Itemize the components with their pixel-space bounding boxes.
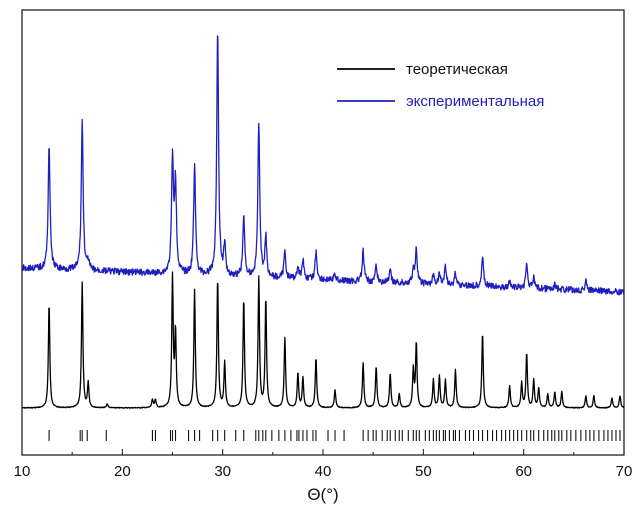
series-line-theoretical	[21, 271, 625, 409]
x-tick-label: 70	[616, 463, 633, 480]
reference-ticks	[48, 430, 621, 441]
x-tick-label: 60	[515, 463, 532, 480]
x-tick-label: 40	[315, 463, 332, 480]
series-layer	[21, 35, 625, 409]
legend-label-experimental: экспериментальная	[406, 93, 544, 110]
legend: теоретическая экспериментальная	[337, 61, 544, 110]
series-line-experimental	[21, 35, 625, 296]
x-tick-label: 50	[415, 463, 432, 480]
x-axis-ticks	[21, 449, 625, 455]
x-axis-title: Θ(°)	[307, 485, 338, 504]
legend-label-theoretical: теоретическая	[406, 61, 508, 78]
x-tick-label: 10	[14, 463, 31, 480]
x-tick-label: 20	[114, 463, 131, 480]
x-axis-tick-labels: 10 20 30 40 50 60 70	[14, 463, 633, 480]
x-tick-label: 30	[214, 463, 231, 480]
